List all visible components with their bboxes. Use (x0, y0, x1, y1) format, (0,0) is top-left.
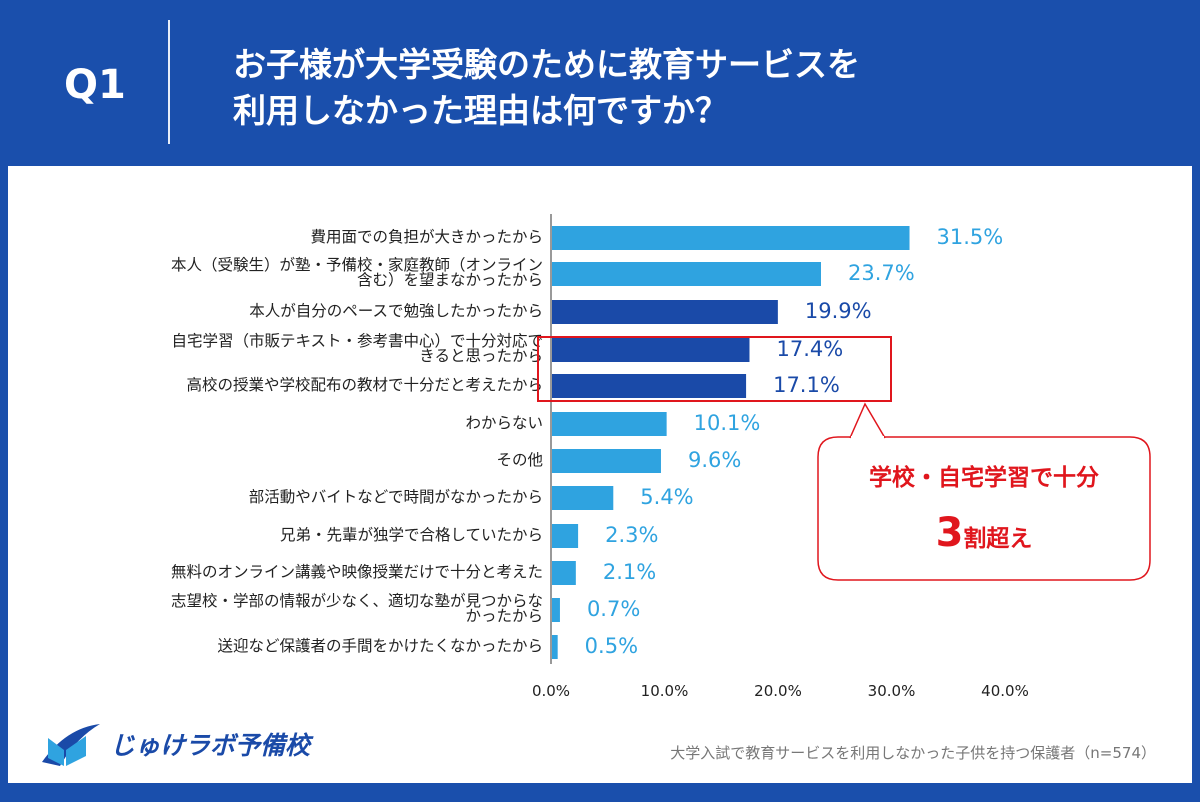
bar (552, 524, 579, 548)
category-label: 自宅学習（市販テキスト・参考書中心）で十分対応で きると思ったから (103, 332, 543, 365)
callout-line2: 3割超え (818, 510, 1150, 556)
bar (552, 486, 614, 510)
logo: じゅけラボ予備校 (36, 718, 310, 770)
bar (552, 374, 747, 398)
title-line-1: お子様が大学受験のために教育サービスを (233, 45, 860, 84)
category-label-line: 部活動やバイトなどで時間がなかったから (248, 487, 543, 506)
value-label: 19.9% (804, 299, 872, 323)
bar (552, 635, 558, 659)
book-logo-icon (42, 724, 100, 766)
value-label: 0.7% (586, 597, 641, 621)
category-label-line: 志望校・学部の情報が少なく、適切な塾が見つからな (170, 592, 543, 610)
callout-big: 3 (935, 510, 964, 556)
category-label-line: 送迎など保護者の手間をかけたくなかったから (217, 636, 543, 655)
question-number: Q1 (64, 62, 126, 108)
title-line-2: 利用しなかった理由は何ですか？ (233, 91, 728, 130)
bar (552, 262, 821, 286)
category-label: 送迎など保護者の手間をかけたくなかったから (103, 636, 543, 655)
category-label: その他 (103, 450, 543, 469)
category-label-line: その他 (496, 450, 543, 469)
x-tick-label: 10.0% (640, 682, 689, 700)
category-label: 無料のオンライン講義や映像授業だけで十分と考えた (103, 562, 543, 581)
footnote: 大学入試で教育サービスを利用しなかった子供を持つ保護者（n=574） (670, 744, 1156, 762)
category-label-line: わからない (465, 413, 543, 432)
category-label: 本人（受験生）が塾・予備校・家庭教師（オンライン 含む）を望まなかったから (103, 256, 543, 289)
category-label-line: 兄弟・先輩が独学で合格していたから (279, 525, 543, 544)
category-label-line: 自宅学習（市販テキスト・参考書中心）で十分対応で (171, 332, 543, 350)
bar (552, 412, 667, 436)
category-label-line: 本人（受験生）が塾・予備校・家庭教師（オンライン (170, 256, 543, 274)
value-label: 31.5% (936, 225, 1004, 249)
category-label: 兄弟・先輩が独学で合格していたから (103, 525, 543, 544)
category-label: 費用面での負担が大きかったから (103, 227, 543, 246)
bar (552, 598, 560, 622)
callout-line1: 学校・自宅学習で十分 (869, 465, 1099, 491)
x-tick-label: 0.0% (531, 682, 571, 700)
value-label: 17.1% (773, 373, 840, 397)
value-label: 23.7% (847, 261, 915, 285)
highlight-box (537, 336, 892, 402)
category-label-line: きると思ったから (419, 347, 543, 365)
x-tick-label: 30.0% (867, 682, 916, 700)
value-label: 10.1% (693, 411, 761, 435)
x-tick-label: 20.0% (754, 682, 802, 700)
bar (552, 449, 661, 473)
category-label: 志望校・学部の情報が少なく、適切な塾が見つからな かったから (103, 592, 543, 625)
category-label-line: 高校の授業や学校配布の教材で十分だと考えたから (186, 375, 543, 394)
value-label: 9.6% (687, 448, 742, 472)
category-label-line: 含む）を望まなかったから (356, 271, 543, 289)
page-title: お子様が大学受験のために教育サービスを 利用しなかった理由は何ですか？ (233, 42, 860, 134)
bar (552, 300, 778, 324)
category-label-line: 本人が自分のペースで勉強したかったから (249, 301, 543, 320)
value-label: 17.4% (776, 337, 844, 361)
category-label: わからない (103, 413, 543, 432)
category-label-line: 費用面での負担が大きかったから (310, 227, 543, 246)
x-tick-label: 40.0% (981, 682, 1029, 700)
logo-text: じゅけラボ予備校 (110, 731, 311, 760)
category-label-line: 無料のオンライン講義や映像授業だけで十分と考えた (170, 562, 543, 581)
bar (552, 561, 576, 585)
value-label: 0.5% (584, 634, 639, 658)
category-label-line: かったから (465, 607, 543, 625)
value-label: 2.1% (602, 560, 657, 584)
category-label: 高校の授業や学校配布の教材で十分だと考えたから (103, 375, 543, 394)
value-label: 5.4% (640, 485, 694, 509)
callout-rest: 割超え (963, 526, 1033, 552)
category-label: 部活動やバイトなどで時間がなかったから (103, 487, 543, 506)
bar (552, 226, 910, 250)
value-label: 2.3% (605, 523, 659, 547)
bar (552, 338, 750, 362)
category-label: 本人が自分のペースで勉強したかったから (103, 301, 543, 320)
header-divider (168, 20, 170, 144)
